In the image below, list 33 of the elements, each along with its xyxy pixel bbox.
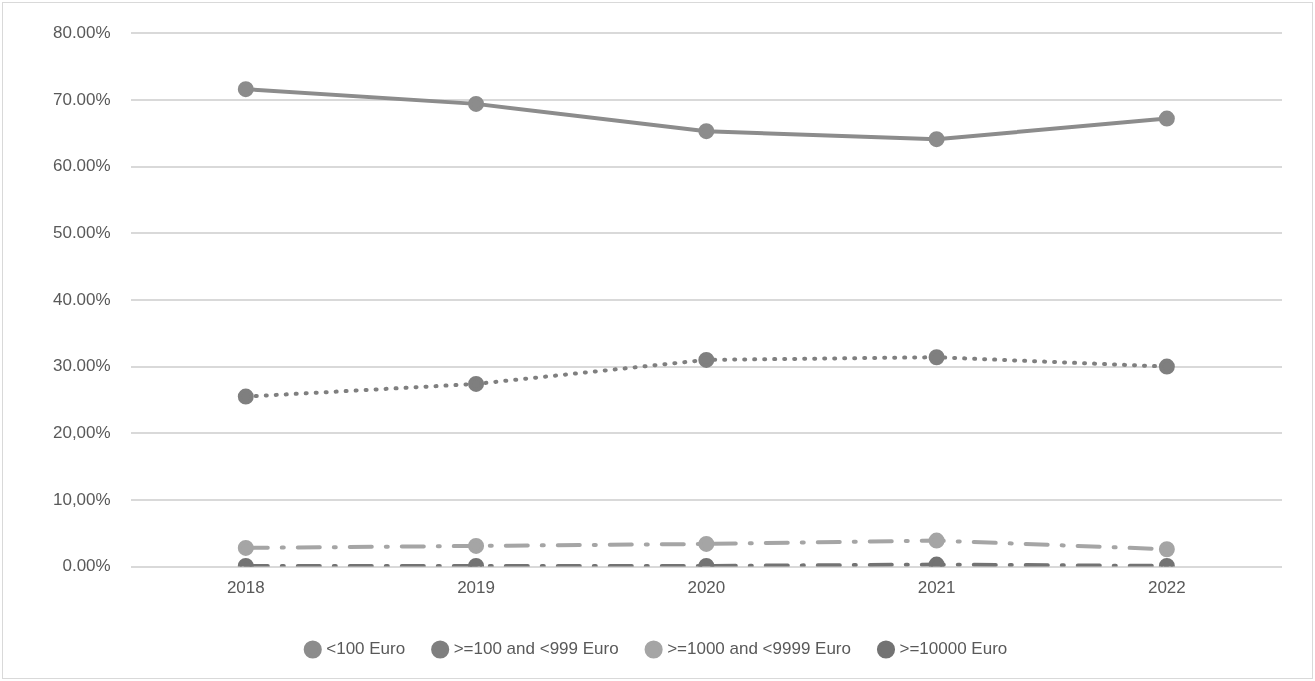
- point: [237, 388, 254, 405]
- point: [468, 375, 485, 392]
- point: [1158, 541, 1175, 558]
- point: [1158, 358, 1175, 375]
- point: [468, 95, 485, 112]
- legend-label: >=10000 Euro: [899, 639, 1008, 659]
- point: [237, 81, 254, 98]
- x-tick-label: 2022: [1147, 578, 1186, 598]
- y-tick-label: 0.00%: [62, 556, 111, 576]
- y-tick-label: 50.00%: [52, 222, 111, 242]
- legend-label: <100 Euro: [326, 639, 406, 659]
- point: [468, 537, 485, 554]
- y-tick-label: 30.00%: [52, 356, 111, 376]
- point: [698, 351, 715, 368]
- y-tick-label: 20,00%: [52, 422, 111, 442]
- point: [928, 349, 945, 366]
- point: [698, 123, 715, 140]
- y-tick-label: 40.00%: [52, 289, 111, 309]
- point: [237, 539, 254, 556]
- x-tick-label: 2021: [917, 578, 956, 598]
- y-tick-label: 70.00%: [52, 89, 111, 109]
- point: [1158, 110, 1175, 127]
- x-tick-label: 2019: [457, 578, 495, 598]
- x-tick-label: 2020: [687, 578, 726, 598]
- x-tick-label: 2018: [226, 578, 265, 598]
- legend-label: >=100 and <999 Euro: [453, 639, 619, 659]
- point: [928, 131, 945, 148]
- y-tick-label: 80.00%: [52, 22, 111, 42]
- legend-label: >=1000 and <9999 Euro: [667, 639, 851, 659]
- y-tick-label: 60.00%: [52, 156, 111, 176]
- point: [928, 532, 945, 549]
- y-tick-label: 10,00%: [52, 489, 111, 509]
- point: [698, 535, 715, 552]
